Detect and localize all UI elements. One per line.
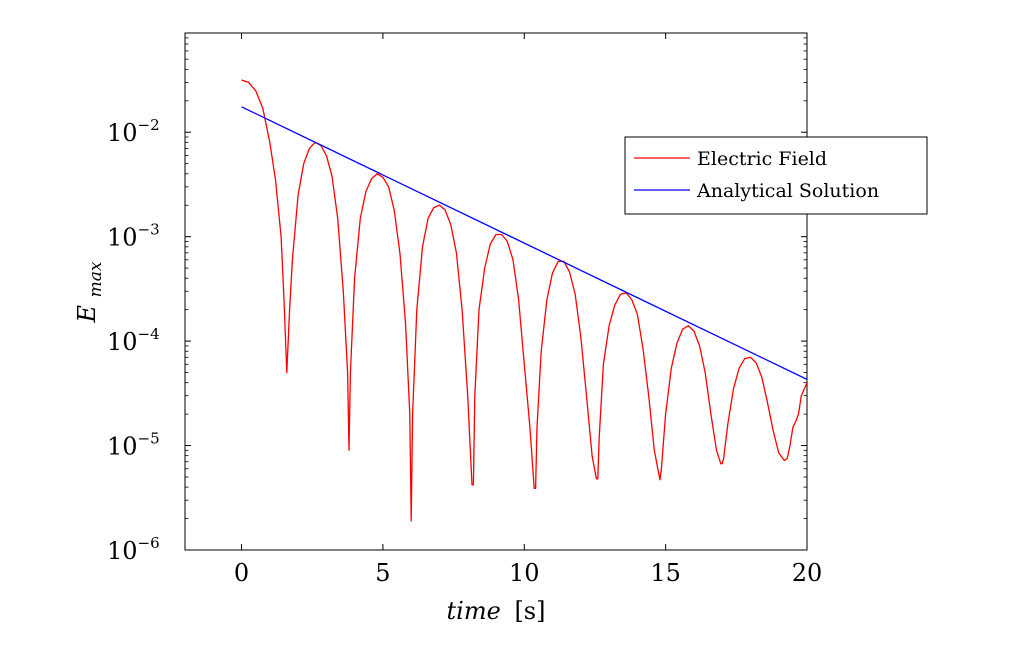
y-tick-label: 10−5 <box>107 430 160 461</box>
y-axis-label: E max <box>73 261 106 323</box>
x-axis-label-var: time <box>447 597 501 625</box>
y-tick-labels: 10−6 10−5 10−4 10−3 10−2 <box>107 116 160 565</box>
legend-box <box>624 136 928 215</box>
y-tick-label: 10−6 <box>107 534 160 565</box>
x-tick-label: 0 <box>234 559 249 587</box>
x-tick-labels: 0 5 10 15 20 <box>234 559 822 587</box>
x-tick-label: 15 <box>650 559 681 587</box>
y-tick-label: 10−3 <box>107 221 160 252</box>
x-tick-label: 20 <box>792 559 823 587</box>
legend-label-electric-field: Electric Field <box>697 148 827 170</box>
x-axis-label: time [s] <box>447 597 546 625</box>
x-tick-label: 5 <box>375 559 390 587</box>
x-axis-label-unit: [s] <box>514 597 545 625</box>
y-tick-label: 10−2 <box>107 116 160 147</box>
legend: Electric Field Analytical Solution <box>624 136 928 215</box>
legend-label-analytical-solution: Analytical Solution <box>696 180 879 202</box>
plot-frame <box>184 32 808 551</box>
series-layer <box>241 79 807 522</box>
series-line-analytical-solution <box>241 106 807 380</box>
y-axis-label-sub: max <box>86 261 106 297</box>
x-tick-label: 10 <box>509 559 540 587</box>
major-ticks <box>185 33 808 551</box>
series-line-electric-field <box>241 79 807 522</box>
y-tick-label: 10−4 <box>107 325 160 356</box>
svg-text:E max: E max <box>73 261 106 323</box>
minor-ticks <box>185 37 807 519</box>
y-axis-label-main: E <box>73 305 101 324</box>
